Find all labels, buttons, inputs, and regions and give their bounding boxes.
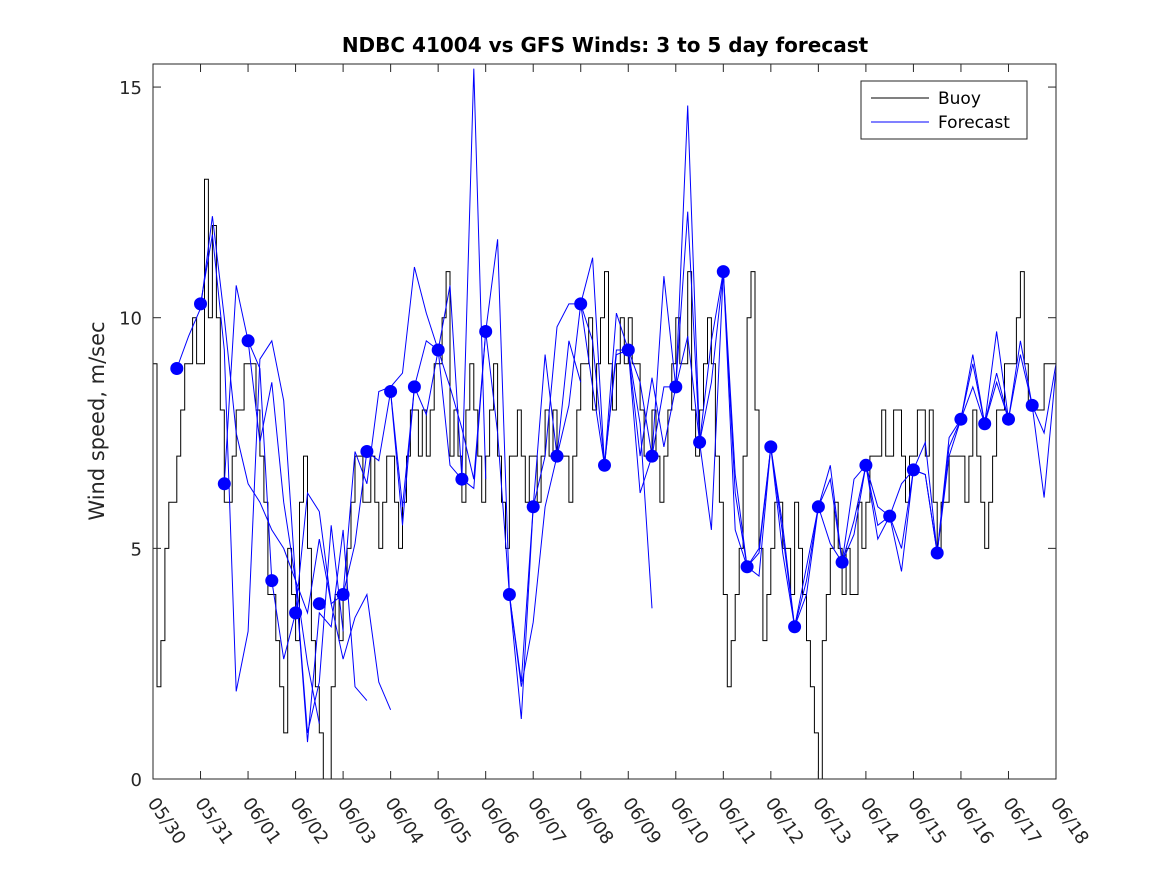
forecast-markers xyxy=(170,265,1039,634)
forecast-marker xyxy=(194,297,207,311)
forecast-marker xyxy=(621,343,635,357)
forecast-marker xyxy=(954,412,968,426)
forecast-marker xyxy=(241,334,255,348)
forecast-marker xyxy=(883,509,897,523)
forecast-marker xyxy=(1025,398,1039,412)
buoy-line xyxy=(153,178,1056,780)
y-tick-label: 5 xyxy=(131,539,142,560)
forecast-marker xyxy=(645,449,659,463)
forecast-marker xyxy=(859,458,873,472)
forecast-marker xyxy=(550,449,564,463)
forecast-marker xyxy=(217,477,231,491)
y-axis-label: Wind speed, m/sec xyxy=(85,321,109,520)
y-tick-label: 0 xyxy=(131,770,142,791)
axes-box xyxy=(152,63,1057,780)
forecast-marker xyxy=(407,380,421,394)
forecast-marker xyxy=(598,458,611,472)
forecast-marker xyxy=(906,463,920,477)
forecast-marker xyxy=(526,500,540,514)
forecast-marker xyxy=(574,297,588,311)
forecast-marker xyxy=(289,606,303,620)
forecast-run-line xyxy=(295,266,439,615)
legend: Buoy Forecast xyxy=(860,80,1028,140)
y-axis: 0 5 10 15 xyxy=(119,78,1056,791)
buoy-series xyxy=(153,178,1056,780)
chart-title: NDBC 41004 vs GFS Winds: 3 to 5 day fore… xyxy=(342,33,869,57)
y-tick-label: 15 xyxy=(119,78,142,99)
forecast-marker xyxy=(764,440,778,454)
forecast-marker xyxy=(479,325,493,338)
forecast-marker xyxy=(431,343,445,357)
forecast-marker xyxy=(740,560,754,574)
legend-forecast-label: Forecast xyxy=(938,113,1010,133)
forecast-marker xyxy=(1002,412,1015,426)
forecast-marker xyxy=(788,620,802,634)
forecast-marker xyxy=(716,265,730,279)
plot-background xyxy=(153,64,1056,779)
forecast-run-line xyxy=(200,234,344,734)
forecast-marker xyxy=(811,500,825,514)
forecast-marker xyxy=(170,362,184,375)
forecast-marker xyxy=(693,435,707,449)
forecast-marker xyxy=(265,574,279,588)
forecast-marker xyxy=(384,385,398,398)
forecast-marker xyxy=(502,588,516,601)
forecast-marker xyxy=(669,380,683,394)
plot-area xyxy=(152,63,1057,780)
forecast-marker xyxy=(336,588,350,601)
legend-box xyxy=(860,80,1028,140)
forecast-marker xyxy=(360,445,374,458)
y-tick-label: 10 xyxy=(119,309,142,330)
forecast-marker xyxy=(835,555,849,569)
forecast-marker xyxy=(312,597,326,611)
legend-buoy-label: Buoy xyxy=(938,89,981,109)
forecast-marker xyxy=(978,417,992,431)
forecast-marker xyxy=(930,546,944,560)
forecast-marker xyxy=(455,472,469,486)
